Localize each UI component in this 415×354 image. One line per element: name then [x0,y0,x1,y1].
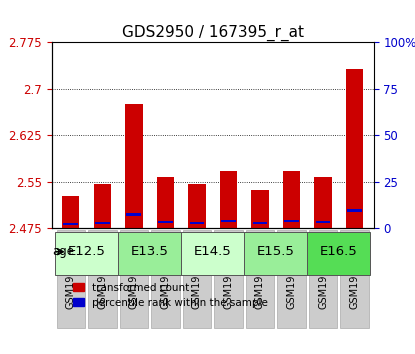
Legend: transformed count, percentile rank within the sample: transformed count, percentile rank withi… [73,282,268,308]
Bar [158,221,173,223]
Bar [316,221,330,223]
FancyBboxPatch shape [244,232,307,275]
Bar [251,190,269,228]
Bar [221,220,236,222]
Text: E15.5: E15.5 [257,245,295,258]
Bar [127,213,141,216]
FancyBboxPatch shape [118,232,181,275]
Bar [63,223,78,225]
FancyBboxPatch shape [181,232,244,275]
Bar [62,196,79,228]
Bar [253,222,267,224]
Bar [315,177,332,228]
Bar [157,177,174,228]
Bar [125,104,142,228]
Title: GDS2950 / 167395_r_at: GDS2950 / 167395_r_at [122,25,304,41]
Bar [188,184,205,228]
Bar [346,69,363,228]
Text: E14.5: E14.5 [194,245,232,258]
Bar [347,209,362,212]
Bar [190,222,204,224]
Text: E16.5: E16.5 [320,245,358,258]
FancyBboxPatch shape [55,232,118,275]
Bar [283,171,300,228]
Bar [284,221,299,222]
FancyBboxPatch shape [307,232,370,275]
Text: age: age [53,245,75,258]
Text: E12.5: E12.5 [68,245,105,258]
Bar [94,184,111,228]
Bar [95,222,110,224]
Bar [220,171,237,228]
Text: E13.5: E13.5 [131,245,168,258]
